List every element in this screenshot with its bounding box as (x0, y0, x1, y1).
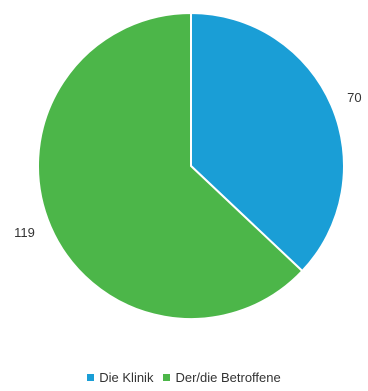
pie-data-labels: 70 119 (14, 90, 361, 240)
chart-legend: Die Klinik Der/die Betroffene (0, 370, 368, 385)
legend-label-der-die-betroffene: Der/die Betroffene (175, 370, 281, 385)
pie-slice-der-die-betroffene[interactable] (37, 12, 304, 320)
pie-slices (37, 12, 345, 320)
legend-item-die-klinik[interactable]: Die Klinik (87, 370, 153, 385)
legend-label-die-klinik: Die Klinik (99, 370, 154, 385)
data-label-die-klinik: 70 (347, 90, 361, 105)
legend-item-der-die-betroffene[interactable]: Der/die Betroffene (163, 370, 281, 385)
data-label-der-die-betroffene: 119 (14, 225, 35, 240)
legend-swatch-der-die-betroffene (163, 374, 171, 381)
legend-swatch-die-klinik (87, 374, 95, 381)
pie-slice-die-klinik[interactable] (190, 12, 345, 272)
